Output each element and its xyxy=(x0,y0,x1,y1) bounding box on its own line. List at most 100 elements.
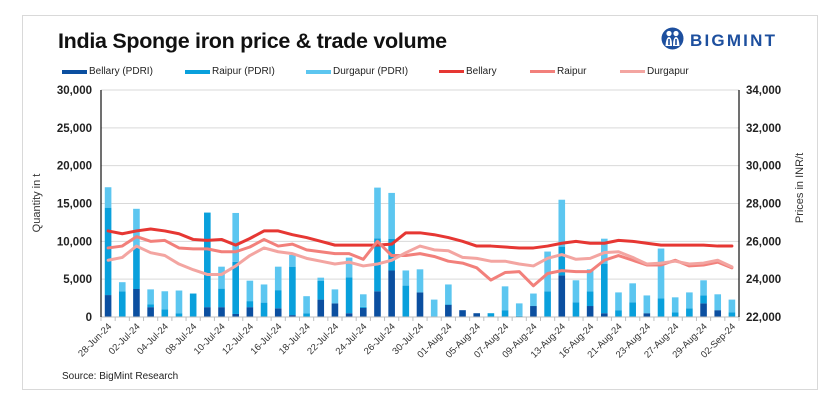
y-tick-label-left: 0 xyxy=(86,312,92,324)
bar-durgapur-pdri-36 xyxy=(615,292,622,311)
y-tick-label-left: 15,000 xyxy=(57,199,92,211)
bar-durgapur-pdri-13 xyxy=(289,254,296,267)
bar-durgapur-pdri-2 xyxy=(133,208,140,248)
bar-bellary-pdri-10 xyxy=(246,307,254,317)
bar-durgapur-pdri-24 xyxy=(445,284,452,305)
y-tick-label-left: 20,000 xyxy=(57,161,92,173)
line-raipur xyxy=(106,235,734,288)
bar-bellary-pdri-19 xyxy=(374,291,381,317)
bar-raipur-pdri-2 xyxy=(133,247,140,290)
bar-durgapur-pdri-4 xyxy=(161,291,169,310)
gridlines xyxy=(101,89,739,280)
bar-bellary-pdri-7 xyxy=(204,307,211,317)
bar-durgapur-pdri-0 xyxy=(104,187,112,208)
y-tick-label-right: 32,000 xyxy=(746,123,781,135)
bar-durgapur-pdri-44 xyxy=(728,299,736,313)
bar-raipur-pdri-41 xyxy=(686,308,693,317)
bar-raipur-pdri-24 xyxy=(445,304,452,305)
bar-bellary-pdri-16 xyxy=(331,303,339,317)
x-tick-label: 28-Jun-24 xyxy=(76,321,114,359)
tick-labels: 0 5,000 10,000 15,000 20,000 25,000 30,000 22,0… xyxy=(57,85,781,360)
bar-raipur-pdri-36 xyxy=(615,310,622,317)
bar-bellary-pdri-0 xyxy=(104,295,112,317)
y-tick-label-right: 24,000 xyxy=(746,274,781,286)
bigmint-logo: BIGMINT xyxy=(661,27,777,55)
bar-durgapur-pdri-15 xyxy=(317,277,325,281)
bar-raipur-pdri-28 xyxy=(501,310,509,317)
bar-durgapur-pdri-3 xyxy=(147,289,154,305)
bar-raipur-pdri-17 xyxy=(345,277,353,314)
bar-bellary-pdri-15 xyxy=(317,299,325,317)
legend-swatch xyxy=(185,69,210,74)
bar-durgapur-pdri-42 xyxy=(700,280,707,296)
y-tick-label-right: 30,000 xyxy=(746,161,781,173)
chart-card xyxy=(22,15,818,390)
bar-bellary-pdri-25 xyxy=(459,310,466,317)
bar-bellary-pdri-24 xyxy=(445,304,452,317)
legend-item-durgapur: Durgapur xyxy=(620,66,689,77)
legend-label: Bellary (PDRI) xyxy=(89,66,153,77)
bar-bellary-pdri-13 xyxy=(289,315,296,317)
bar-raipur-pdri-15 xyxy=(317,280,325,300)
legend-label: Durgapur xyxy=(647,66,689,77)
bar-bellary-pdri-12 xyxy=(274,308,282,317)
y-tick-label-left: 5,000 xyxy=(63,274,92,286)
bar-bellary-pdri-38 xyxy=(643,313,651,317)
legend-item-durgapur-pdri: Durgapur (PDRI) xyxy=(306,66,408,77)
bar-bellary-pdri-30 xyxy=(530,306,537,317)
bar-durgapur-pdri-30 xyxy=(530,293,537,307)
line-bellary xyxy=(106,227,734,250)
bar-raipur-pdri-37 xyxy=(629,302,636,317)
bar-raipur-pdri-39 xyxy=(657,298,665,317)
bar-durgapur-pdri-29 xyxy=(515,303,523,316)
bar-raipur-pdri-40 xyxy=(671,312,679,317)
legend-label: Bellary xyxy=(466,66,497,77)
bar-durgapur-pdri-1 xyxy=(118,282,126,292)
logo-text: BIGMINT xyxy=(690,31,778,50)
bar-raipur-pdri-12 xyxy=(274,290,282,309)
bar-durgapur-pdri-19 xyxy=(374,187,381,239)
bar-raipur-pdri-8 xyxy=(218,288,225,308)
bar-bellary-pdri-8 xyxy=(218,307,225,317)
legend-item-bellary-pdri: Bellary (PDRI) xyxy=(62,66,153,77)
bar-raipur-pdri-27 xyxy=(487,313,495,317)
two-people-circle-icon xyxy=(661,27,684,55)
bar-bellary-pdri-26 xyxy=(473,313,481,317)
y-axis-title-left: Quantity in t xyxy=(31,174,43,233)
y-tick-label-right: 28,000 xyxy=(746,199,781,211)
bar-durgapur-pdri-17 xyxy=(345,257,353,278)
bar-bellary-pdri-34 xyxy=(586,306,594,317)
bar-durgapur-pdri-18 xyxy=(359,294,367,307)
bar-raipur-pdri-3 xyxy=(147,304,154,308)
bar-bellary-pdri-22 xyxy=(416,292,424,317)
line-durgapur xyxy=(106,244,734,276)
bar-bellary-pdri-43 xyxy=(714,310,722,317)
bar-durgapur-pdri-20 xyxy=(388,192,395,239)
bar-raipur-pdri-13 xyxy=(289,266,296,316)
bar-bellary-pdri-35 xyxy=(601,313,608,317)
bar-durgapur-pdri-11 xyxy=(260,284,268,303)
legend-label: Durgapur (PDRI) xyxy=(333,66,409,77)
source-note: Source: BigMint Research xyxy=(62,371,179,382)
bar-durgapur-pdri-8 xyxy=(218,266,225,289)
bar-durgapur-pdri-32 xyxy=(558,199,566,247)
y-tick-label-right: 34,000 xyxy=(746,85,781,97)
bar-raipur-pdri-44 xyxy=(728,312,736,317)
axes xyxy=(100,90,740,321)
bar-durgapur-pdri-34 xyxy=(586,269,594,292)
legend-swatch xyxy=(530,70,555,73)
chart-legend: Bellary (PDRI) Raipur (PDRI) Durgapur (P… xyxy=(0,66,834,80)
bar-bellary-pdri-9 xyxy=(232,313,239,317)
legend-label: Raipur xyxy=(557,66,587,77)
legend-swatch xyxy=(62,69,87,74)
bar-durgapur-pdri-22 xyxy=(416,269,424,293)
y-tick-label-right: 22,000 xyxy=(746,312,781,324)
y-tick-label-right: 26,000 xyxy=(746,236,781,248)
bar-raipur-pdri-6 xyxy=(189,293,197,317)
bar-raipur-pdri-33 xyxy=(572,302,580,317)
bar-durgapur-pdri-37 xyxy=(629,283,636,303)
bar-durgapur-pdri-5 xyxy=(175,290,183,314)
bar-durgapur-pdri-16 xyxy=(331,289,339,304)
legend-swatch xyxy=(439,70,464,73)
bar-raipur-pdri-11 xyxy=(260,302,268,317)
